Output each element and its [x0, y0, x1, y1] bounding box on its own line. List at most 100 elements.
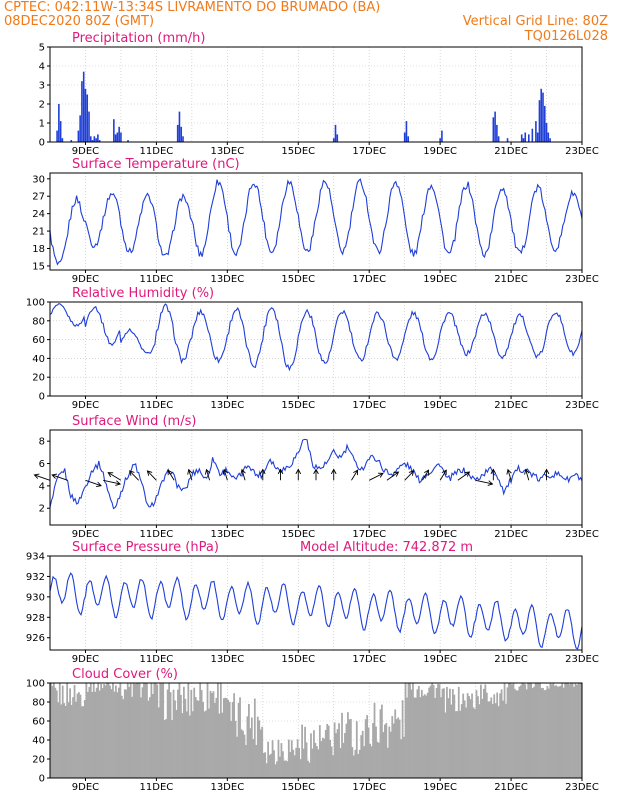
cloud-bar — [339, 748, 342, 778]
wind-frame — [49, 429, 583, 526]
cloud-bar — [469, 699, 472, 778]
cloud-bar — [298, 748, 301, 778]
cloud-bar — [550, 684, 553, 778]
cloud-bar — [304, 726, 306, 778]
precip-bar — [545, 123, 548, 142]
cloud-bar — [103, 684, 105, 778]
cloud-bar — [97, 683, 100, 778]
cloud-bar — [76, 693, 79, 778]
precip-bar — [403, 132, 406, 142]
cloud-bar — [364, 719, 367, 778]
cloud-bar — [183, 686, 185, 778]
cloud-bar — [52, 683, 55, 778]
cloud-bar — [92, 683, 95, 778]
cloud-bar — [245, 745, 247, 778]
cloud-bar — [119, 683, 122, 778]
cloud-bar — [265, 763, 268, 778]
precip-bar — [543, 105, 546, 142]
precip-bar — [492, 117, 495, 142]
cloud-bar — [61, 685, 64, 778]
cloud-bar — [88, 687, 91, 778]
cloud-bar — [378, 742, 380, 778]
cloud-bar — [50, 683, 52, 778]
cloud-bar — [81, 706, 83, 778]
cloud-bar — [153, 683, 156, 778]
cloud-bar — [222, 698, 225, 778]
cloud-bar — [180, 694, 182, 778]
cloud-bar — [391, 716, 394, 778]
precip-bar — [535, 121, 537, 142]
cloud-bar — [79, 694, 82, 778]
cloud-bar — [432, 685, 435, 778]
cloud-bar — [149, 697, 151, 778]
cloud-bar — [482, 688, 485, 778]
cloud-bar — [169, 692, 172, 778]
cloud-bar — [177, 689, 179, 778]
precip-bar — [81, 81, 83, 142]
cloud-bar — [335, 733, 337, 778]
cloud-ytick-label: 60 — [32, 717, 45, 728]
wind-vector — [187, 468, 193, 481]
cloud-bar — [273, 750, 275, 778]
cloud-bar — [354, 749, 357, 778]
wind-vector — [313, 468, 319, 481]
precip-bar — [113, 119, 115, 142]
cloud-bar — [404, 683, 407, 778]
cloud-bar — [577, 683, 580, 778]
wind-ytick-label: 2 — [39, 504, 45, 515]
temp-ytick-label: 18 — [32, 244, 45, 255]
cloud-bar — [116, 692, 119, 778]
cloud-bar — [379, 709, 382, 778]
wind-vector — [386, 471, 400, 481]
temp-ytick-label: 27 — [32, 192, 45, 203]
cloud-bar — [465, 707, 468, 778]
precip-xtick-label: 21DEC — [494, 146, 528, 157]
cloud-bar — [472, 707, 475, 778]
cloud-bar — [321, 737, 324, 778]
cloud-bar — [262, 753, 265, 778]
precip-panel: Precipitation (mm/h) 0 1 2 3 4 5 9DEC 11DEC 13DEC… — [39, 31, 599, 157]
cloud-bar — [55, 690, 58, 778]
cloud-bar — [447, 698, 450, 778]
cloud-ytick-label: 80 — [32, 698, 45, 709]
cloud-bar — [398, 719, 401, 778]
cloud-bar — [234, 720, 237, 778]
cloud-bar — [406, 697, 408, 778]
cloud-bar — [202, 702, 204, 778]
cloud-bar — [215, 697, 218, 778]
cloud-bar — [503, 683, 506, 778]
cloud-bar — [125, 689, 128, 778]
precip-bar — [88, 111, 90, 142]
cloud-bar — [156, 684, 159, 778]
cloud-bar — [250, 717, 253, 778]
cloud-bar — [366, 715, 369, 778]
rh-xtick-label: 17DEC — [352, 400, 386, 411]
cloud-bar — [394, 709, 397, 778]
cloud-bar — [112, 683, 114, 778]
wind-vector — [260, 468, 266, 481]
cloud-bar — [123, 689, 126, 778]
cloud-bar — [420, 689, 423, 778]
cloud-bar — [117, 687, 120, 778]
precip-ytick-label: 1 — [39, 119, 45, 130]
wind-grid — [85, 430, 547, 525]
cloud-bar — [494, 703, 497, 778]
cloud-bar — [363, 746, 366, 778]
cloud-bar — [104, 685, 107, 778]
cloud-bar — [212, 691, 215, 778]
cloud-bar — [435, 688, 438, 778]
cloud-bar — [160, 683, 163, 778]
cloud-bar — [540, 688, 543, 778]
cloud-bar — [141, 687, 144, 778]
wind-vector — [204, 468, 211, 481]
rh-ytick-label: 100 — [26, 298, 45, 309]
cloud-bar — [383, 724, 386, 778]
cloud-bar — [73, 685, 76, 778]
cloud-bar — [515, 690, 518, 778]
precip-ytick-label: 5 — [39, 43, 45, 54]
cloud-bar — [537, 683, 540, 778]
wind-vector — [439, 469, 447, 481]
cloud-bar — [453, 694, 456, 778]
pressure-series-line — [49, 572, 583, 650]
pressure-ytick-label: 926 — [26, 633, 45, 644]
